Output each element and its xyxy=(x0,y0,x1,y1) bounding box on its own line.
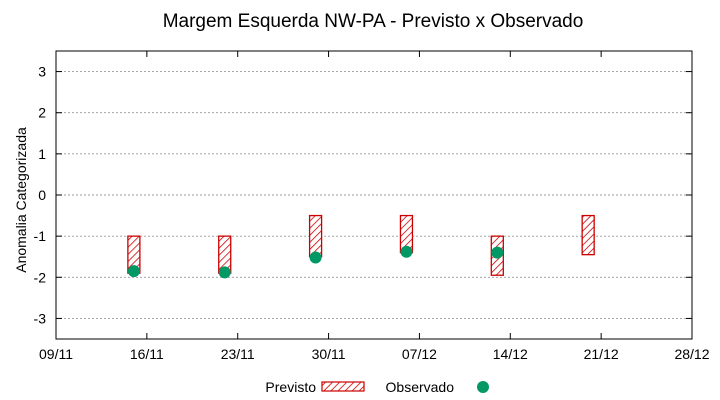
observado-point xyxy=(127,265,140,278)
legend: Previsto Observado xyxy=(265,379,489,395)
observado-point xyxy=(491,246,504,259)
y-axis-label: Anomalia Categorizada xyxy=(13,127,29,273)
x-tick-label: 21/12 xyxy=(584,346,619,362)
x-tick-label: 14/12 xyxy=(493,346,528,362)
y-tick-label: 1 xyxy=(38,146,46,162)
observado-points xyxy=(127,245,504,279)
legend-label-observado: Observado xyxy=(386,379,455,395)
grid-lines xyxy=(56,71,692,319)
legend-marker-observado xyxy=(477,381,489,393)
x-axis: 09/11 16/11 23/11 30/11 07/12 14/12 21/12 28/12 xyxy=(39,51,710,362)
x-tick-label: 28/12 xyxy=(674,346,709,362)
observado-point xyxy=(309,251,322,264)
observado-point xyxy=(218,266,231,279)
legend-label-previsto: Previsto xyxy=(265,379,316,395)
y-tick-label: -3 xyxy=(34,310,47,326)
previsto-bars xyxy=(127,214,595,276)
previsto-bar xyxy=(581,214,595,256)
x-tick-label: 09/11 xyxy=(39,346,73,362)
x-tick-label: 07/12 xyxy=(402,346,437,362)
y-tick-label: -1 xyxy=(34,228,47,244)
y-tick-label: 2 xyxy=(38,105,46,121)
legend-swatch-previsto xyxy=(321,381,365,392)
y-axis: 3 2 1 0 -1 -2 -3 xyxy=(34,64,692,326)
y-tick-label: 3 xyxy=(38,64,46,80)
x-tick-label: 30/11 xyxy=(312,346,346,362)
x-tick-label: 16/11 xyxy=(130,346,164,362)
y-tick-label: 0 xyxy=(38,187,46,203)
chart-title: Margem Esquerda NW-PA - Previsto x Obser… xyxy=(163,11,584,32)
y-tick-label: -2 xyxy=(34,269,47,285)
observado-point xyxy=(400,245,413,258)
previsto-bar xyxy=(308,214,323,258)
x-tick-label: 23/11 xyxy=(221,346,255,362)
